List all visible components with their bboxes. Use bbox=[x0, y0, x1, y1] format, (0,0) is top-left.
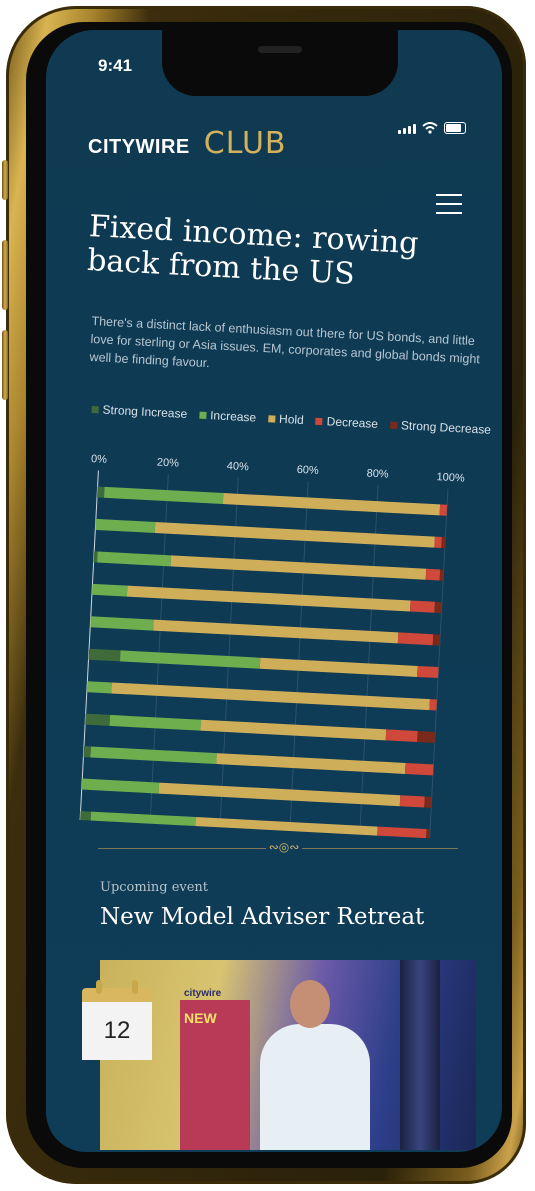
legend-label: Hold bbox=[278, 411, 305, 428]
legend-label: Decrease bbox=[326, 414, 379, 431]
bar-segment-decrease bbox=[425, 568, 441, 581]
bar-segment-hold bbox=[259, 657, 418, 677]
event-photo[interactable]: NEW citywire bbox=[100, 960, 476, 1150]
bar-segment-decrease bbox=[409, 600, 436, 613]
photo-logo: citywire bbox=[184, 988, 222, 999]
legend-swatch bbox=[389, 421, 398, 429]
article-subtitle: There's a distinct lack of enthusiasm ou… bbox=[89, 313, 481, 371]
event-day: 12 bbox=[82, 1002, 152, 1060]
bar-segment-decrease bbox=[404, 762, 434, 776]
photo-banner bbox=[180, 1000, 250, 1150]
bar-segment-hold bbox=[222, 493, 441, 516]
bar-segment-strong-decrease bbox=[432, 634, 441, 646]
chart-legend: Strong Increase Increase Hold Decrease Stron… bbox=[91, 402, 491, 437]
cellular-signal-icon bbox=[398, 124, 416, 134]
bar-segment-decrease bbox=[439, 504, 448, 516]
speaker-head bbox=[290, 980, 330, 1028]
legend-swatch bbox=[91, 405, 99, 413]
bar-segment-increase bbox=[109, 714, 202, 731]
bar-segment-strong-decrease bbox=[424, 796, 432, 808]
bar-segment-hold bbox=[216, 753, 406, 774]
volume-down-button bbox=[2, 330, 8, 400]
wifi-icon bbox=[422, 122, 438, 134]
bar-segment-strong-increase bbox=[79, 811, 92, 823]
event-title[interactable]: New Model Adviser Retreat bbox=[100, 904, 425, 930]
x-tick-label: 0% bbox=[91, 453, 108, 466]
legend-swatch bbox=[199, 411, 207, 419]
speaker-body bbox=[260, 1024, 370, 1150]
bar-segment-strong-increase bbox=[85, 713, 111, 726]
legend-item: Hold bbox=[267, 411, 305, 428]
bar-segment-decrease bbox=[417, 665, 439, 679]
bar-segment-increase bbox=[91, 583, 128, 597]
phone-screen: 9:41 CITYWIRE CLUB Fixed income: rowing … bbox=[46, 30, 502, 1152]
bar-segment-increase bbox=[90, 616, 154, 631]
bar-segment-increase bbox=[86, 681, 112, 694]
stacked-bar-chart: 0% 20% 40% 60% 80% 100% bbox=[70, 440, 469, 847]
battery-icon bbox=[444, 122, 466, 134]
logo-citywire: CITYWIRE bbox=[88, 136, 190, 158]
x-tick-label: 80% bbox=[366, 468, 389, 481]
bar-segment-strong-increase bbox=[83, 746, 91, 758]
x-tick-label: 20% bbox=[157, 457, 180, 470]
mute-switch bbox=[2, 160, 8, 200]
legend-item: Strong Decrease bbox=[389, 418, 492, 437]
bar-segment-decrease bbox=[377, 826, 427, 841]
bar-segment-increase bbox=[103, 486, 224, 505]
bar-segment-hold bbox=[200, 719, 387, 741]
ornament-icon: ∾◎∾ bbox=[266, 840, 302, 854]
x-tick-label: 60% bbox=[296, 464, 319, 477]
legend-item: Increase bbox=[199, 408, 257, 425]
photo-pillar bbox=[400, 960, 440, 1150]
legend-swatch bbox=[267, 414, 276, 423]
logo-club: CLUB bbox=[203, 126, 287, 161]
bar-segment-hold bbox=[158, 782, 401, 807]
bar-segment-strong-decrease bbox=[417, 731, 436, 743]
bar-segment-increase bbox=[81, 778, 160, 794]
bar-segment-decrease bbox=[399, 795, 425, 808]
legend-swatch bbox=[315, 417, 323, 425]
bar-segment-increase bbox=[90, 746, 217, 765]
bar-segment-increase bbox=[119, 650, 261, 669]
photo-banner-text: NEW bbox=[184, 1010, 217, 1026]
bar-segment-hold bbox=[153, 619, 399, 644]
bar-segment-strong-decrease bbox=[439, 569, 444, 581]
speaker bbox=[258, 46, 302, 53]
event-label: Upcoming event bbox=[100, 880, 209, 895]
bar-segment-hold bbox=[126, 585, 411, 612]
volume-up-button bbox=[2, 240, 8, 310]
x-tick-label: 40% bbox=[227, 460, 250, 473]
bar-segment-hold bbox=[195, 817, 378, 838]
legend-label: Strong Increase bbox=[102, 402, 188, 421]
bar-segment-decrease bbox=[429, 699, 437, 711]
bar-segment-decrease bbox=[385, 729, 418, 743]
bar-segment-hold bbox=[170, 555, 427, 580]
status-time: 9:41 bbox=[98, 56, 133, 75]
bar-segment-strong-increase bbox=[93, 551, 98, 563]
article-title: Fixed income: rowing back from the US bbox=[86, 209, 420, 292]
notch bbox=[162, 30, 398, 96]
bar-segment-strong-decrease bbox=[426, 829, 431, 841]
hamburger-menu-icon[interactable] bbox=[436, 194, 462, 216]
bar-segment-increase bbox=[95, 518, 156, 534]
legend-label: Increase bbox=[209, 408, 257, 425]
legend-label: Strong Decrease bbox=[400, 418, 492, 437]
citywire-club-logo[interactable]: CITYWIRE CLUB bbox=[88, 126, 287, 161]
bar-segment-strong-decrease bbox=[434, 601, 442, 614]
calendar-icon: 12 bbox=[82, 980, 152, 1062]
bar-segment-decrease bbox=[434, 536, 442, 549]
bar-segment-hold bbox=[154, 522, 435, 548]
bar-segment-strong-increase bbox=[97, 486, 105, 498]
bar-segment-hold bbox=[111, 682, 430, 711]
status-icons bbox=[398, 122, 466, 134]
bar-segment-decrease bbox=[397, 632, 434, 646]
bar-segment-strong-increase bbox=[88, 648, 121, 662]
chart-svg: 0% 20% 40% 60% 80% 100% bbox=[79, 453, 465, 847]
bar-segment-increase bbox=[97, 551, 172, 567]
legend-item: Decrease bbox=[315, 414, 378, 431]
x-tick-label: 100% bbox=[436, 471, 465, 484]
legend-item: Strong Increase bbox=[91, 402, 188, 421]
bar-segment-increase bbox=[90, 811, 196, 829]
bar-segment-strong-decrease bbox=[441, 537, 446, 549]
